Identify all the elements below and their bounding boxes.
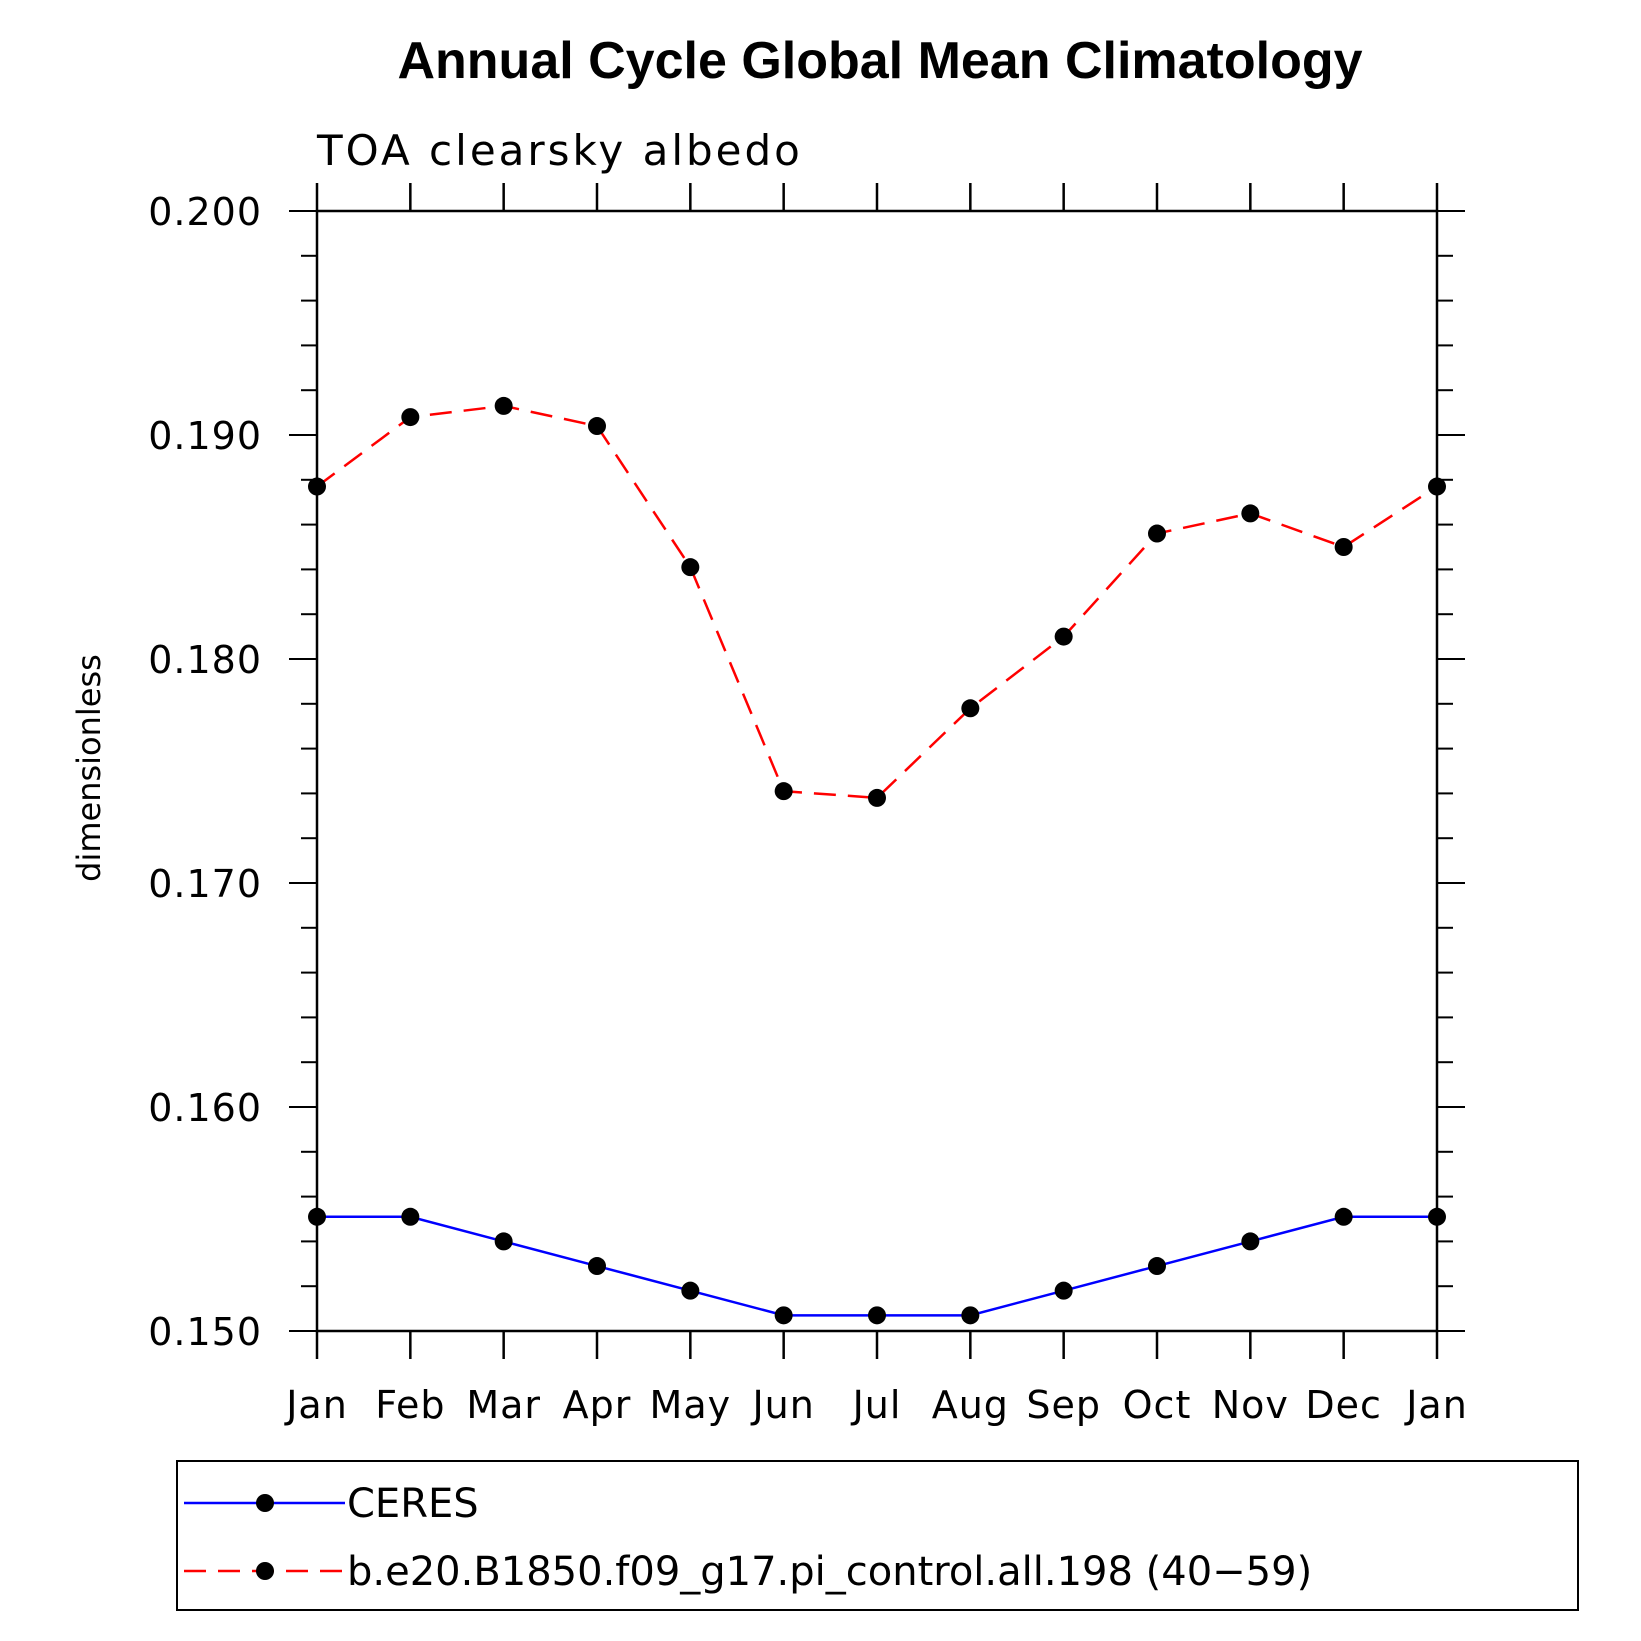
data-point [681,558,700,577]
data-point [868,788,886,807]
x-tick-label: Mar [466,1383,541,1427]
series-line [317,1215,1437,1317]
x-tick-marks [315,183,1439,1359]
data-point [1241,504,1260,523]
x-tick-label: Aug [932,1383,1009,1427]
legend-label-model: b.e20.B1850.f09_g17.pi_control.all.198 (… [347,1549,1312,1595]
series-group [308,396,1446,1325]
data-point [961,1306,980,1325]
data-point [774,1306,793,1325]
data-point [494,396,513,415]
plot-frame [315,209,1439,1333]
x-tick-label: Sep [1026,1383,1101,1427]
y-tick-label: 0.190 [148,414,262,458]
data-point [1334,1207,1353,1226]
legend-frame [176,1460,1579,1611]
legend-marker-model [256,1562,274,1580]
x-tick-label: Dec [1305,1383,1382,1427]
y-tick-label: 0.200 [148,190,262,234]
series-0 [308,1207,1446,1325]
data-point [1148,524,1166,543]
data-point [1054,1281,1073,1300]
data-point [494,1232,513,1251]
data-point [1054,627,1073,646]
x-tick-label: Jul [851,1383,902,1427]
y-tick-label: 0.170 [148,862,262,906]
x-tick-label: May [650,1383,732,1427]
y-tick-label: 0.150 [148,1310,262,1354]
legend-label-ceres: CERES [347,1481,479,1527]
data-point [1334,538,1353,556]
x-tick-label: Feb [375,1383,445,1427]
y-tick-marks [289,210,1465,1332]
data-point [681,1281,700,1300]
data-point [1241,1232,1260,1251]
x-tick-label: Oct [1123,1383,1192,1427]
data-point [401,1207,420,1226]
data-point [588,417,606,436]
data-point [961,699,980,718]
y-tick-label: 0.180 [148,638,262,682]
y-tick-label: 0.160 [148,1086,262,1130]
x-tick-label: Jun [750,1383,814,1427]
x-tick-label: Jan [284,1383,348,1427]
legend: CERES b.e20.B1850.f09_g17.pi_control.all… [176,1460,1579,1611]
series-1 [308,396,1446,807]
data-point [868,1306,886,1325]
series-line [316,404,1438,800]
legend-marker-ceres [256,1494,274,1512]
data-point [588,1257,606,1276]
x-tick-label: Nov [1212,1383,1289,1427]
data-point [1148,1257,1166,1276]
x-tick-labels: Jan Feb Mar Apr May Jun Jul Aug Sep Oct Nov Dec Jan [284,1383,1468,1427]
y-axis-label: dimensionless [70,654,108,882]
chart-title: Annual Cycle Global Mean Climatology [397,32,1362,90]
y-tick-labels: 0.150 0.160 0.170 0.180 0.190 0.200 [148,190,262,1354]
data-point [401,408,420,427]
x-tick-label: Apr [563,1383,632,1427]
chart-subtitle: TOA clearsky albedo [316,126,803,175]
data-point [774,782,793,801]
x-tick-label: Jan [1404,1383,1468,1427]
